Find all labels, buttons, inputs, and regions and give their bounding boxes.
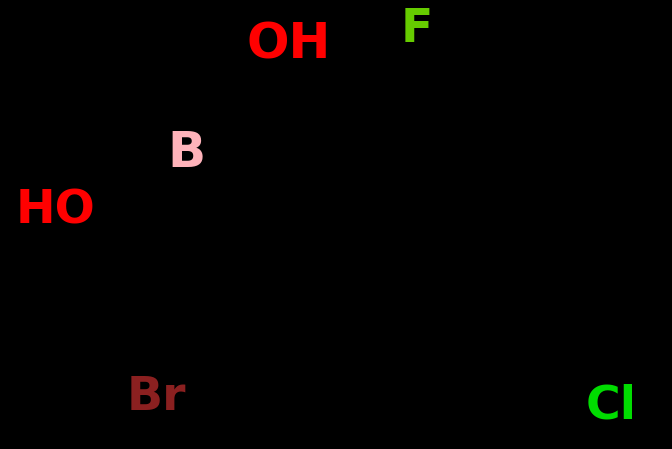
Text: HO: HO [15,189,95,233]
Text: F: F [401,7,433,52]
Text: OH: OH [247,21,331,69]
Text: Br: Br [126,375,185,420]
Text: B: B [168,129,206,176]
Text: Cl: Cl [586,384,637,429]
